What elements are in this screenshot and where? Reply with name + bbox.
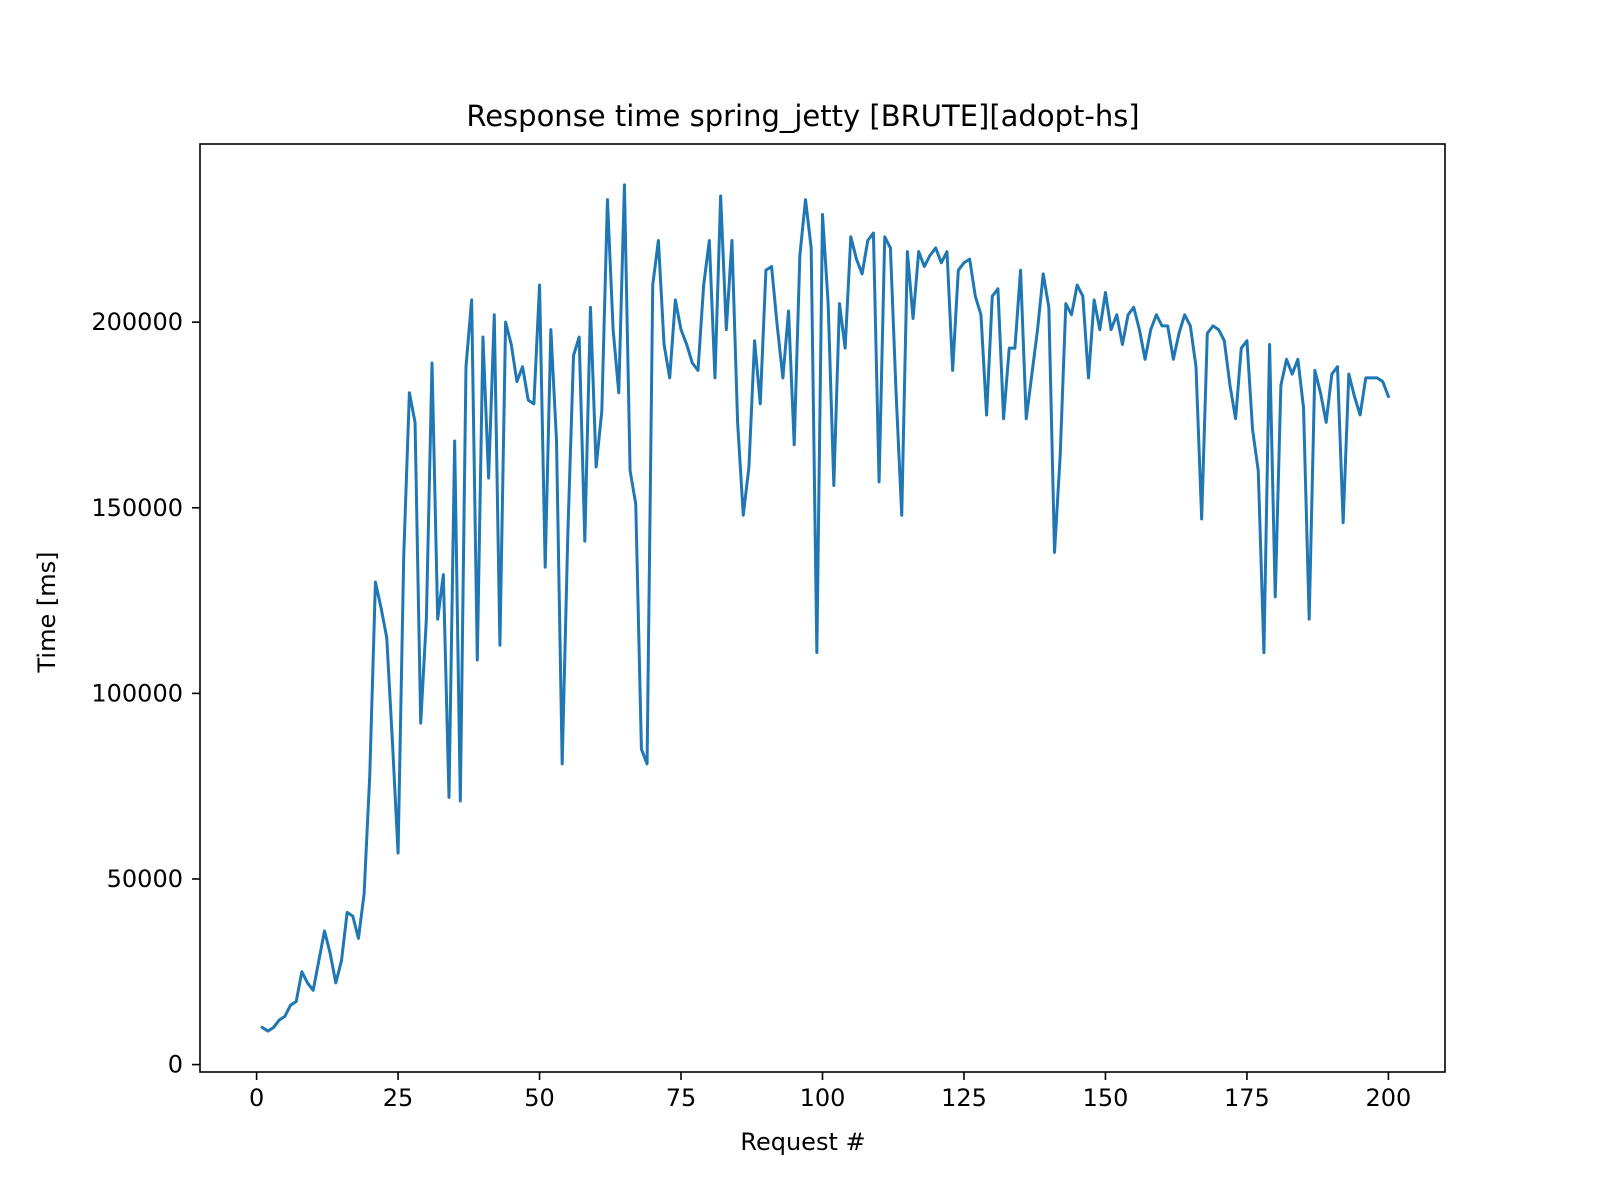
x-tick-label: 200 xyxy=(1366,1084,1412,1112)
x-tick-label: 175 xyxy=(1224,1084,1270,1112)
x-tick-label: 100 xyxy=(800,1084,846,1112)
y-tick-label: 100000 xyxy=(91,679,183,707)
x-tick-label: 25 xyxy=(383,1084,414,1112)
x-tick-label: 125 xyxy=(941,1084,987,1112)
x-tick-label: 75 xyxy=(666,1084,697,1112)
y-tick-label: 150000 xyxy=(91,494,183,522)
y-tick-label: 0 xyxy=(168,1051,183,1079)
y-tick-label: 200000 xyxy=(91,308,183,336)
x-axis-label: Request # xyxy=(740,1128,865,1156)
x-tick-label: 50 xyxy=(524,1084,555,1112)
y-axis-label: Time [ms] xyxy=(33,552,61,674)
tick-group: 0 25 50 75 100 125 150 175 200 0 50000 100000 150000… xyxy=(91,308,1411,1112)
chart-title: Response time spring_jetty [BRUTE][adopt… xyxy=(466,99,1139,133)
x-tick-label: 0 xyxy=(249,1084,264,1112)
series-group xyxy=(260,183,1391,1033)
series-line xyxy=(260,183,1391,1033)
y-tick-label: 50000 xyxy=(107,865,183,893)
x-tick-label: 150 xyxy=(1083,1084,1129,1112)
plot-area-frame xyxy=(199,143,1446,1073)
